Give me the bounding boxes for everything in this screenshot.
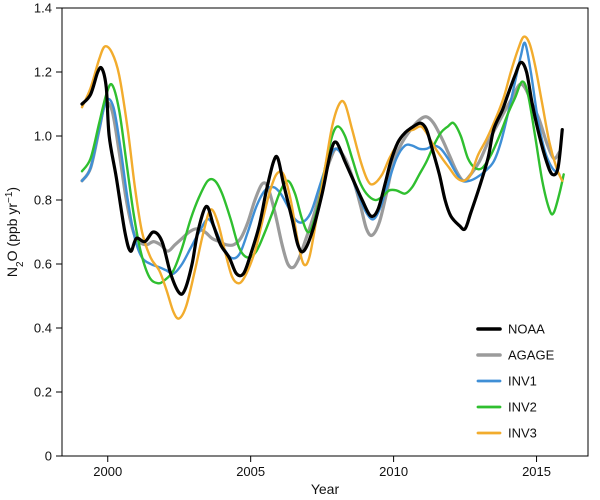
y-tick-label-0-6: 0.6 <box>34 257 52 272</box>
y-axis-title-sub: 2 <box>15 261 26 267</box>
y-tick-label-0: 0 <box>45 449 52 464</box>
x-tick-label-2015: 2015 <box>522 464 551 479</box>
legend-label-inv3: INV3 <box>508 426 537 441</box>
legend-label-noaa: NOAA <box>508 322 545 337</box>
legend: NOAA AGAGE INV1 INV2 INV3 <box>476 322 555 441</box>
series-line-agage <box>80 82 562 270</box>
y-tick-label-1-0: 1.0 <box>34 129 52 144</box>
y-tick-label-1-4: 1.4 <box>34 1 52 16</box>
legend-label-inv2: INV2 <box>508 400 537 415</box>
y-axis-title: N2O (ppb yr−1) <box>4 187 26 277</box>
legend-label-agage: AGAGE <box>508 348 555 363</box>
x-tick-label-2005: 2005 <box>236 464 265 479</box>
y-axis: 0 0.2 0.4 0.6 0.8 1.0 1.2 1.4 <box>34 1 62 464</box>
legend-label-inv1: INV1 <box>508 374 537 389</box>
plot-frame <box>61 7 589 457</box>
y-tick-label-1-2: 1.2 <box>34 65 52 80</box>
y-tick-label-0-2: 0.2 <box>34 385 52 400</box>
y-tick-label-0-4: 0.4 <box>34 321 52 336</box>
series-line-noaa <box>80 60 564 296</box>
y-axis-title-end: ) <box>4 187 20 192</box>
x-axis-title: Year <box>311 481 340 497</box>
x-tick-label-2010: 2010 <box>379 464 408 479</box>
x-axis: 2000 2005 2010 2015 <box>93 456 551 479</box>
y-axis-title-main: N <box>4 267 20 277</box>
y-axis-title-mid: O (ppb yr <box>4 203 20 262</box>
y-tick-label-0-8: 0.8 <box>34 193 52 208</box>
series-line-inv3 <box>80 35 564 320</box>
y-axis-title-sup: −1 <box>4 191 15 203</box>
series-layer <box>80 35 565 320</box>
x-tick-label-2000: 2000 <box>93 464 122 479</box>
